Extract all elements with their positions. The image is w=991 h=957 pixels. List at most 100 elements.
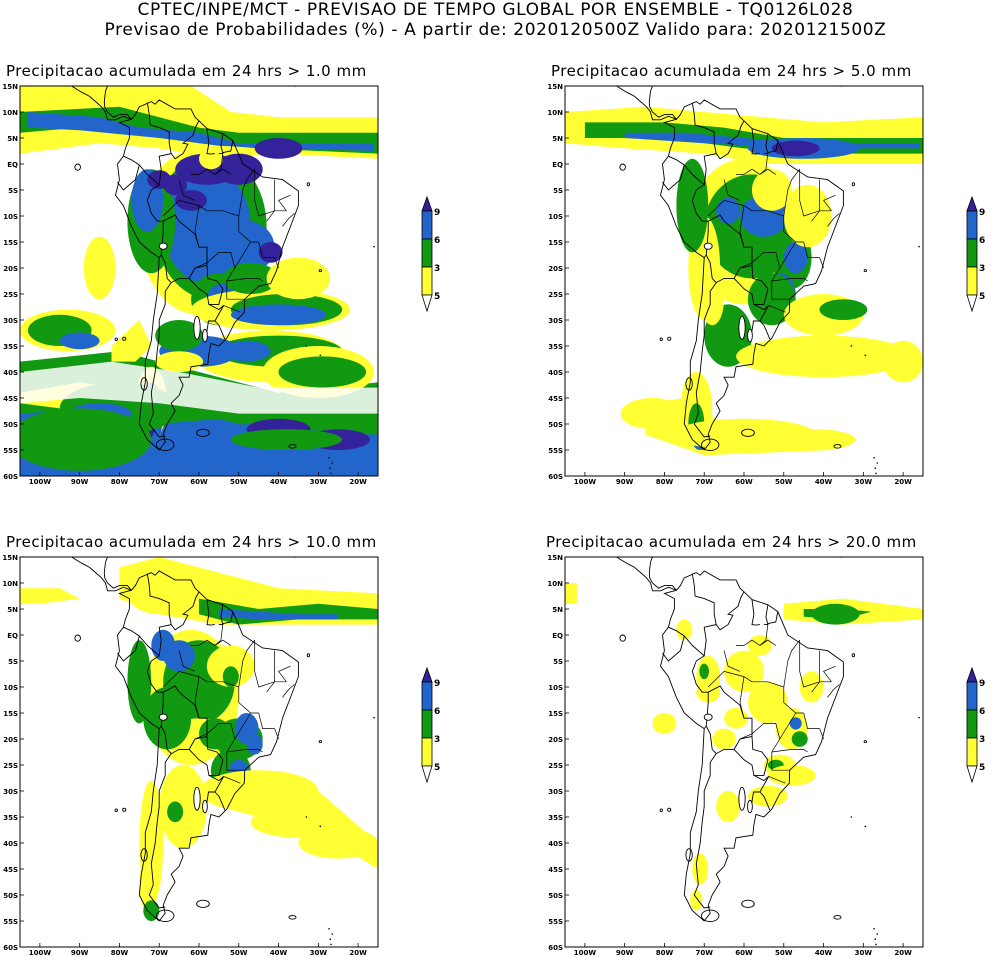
lat-tick-label: 10N: [2, 580, 18, 588]
state-border: [811, 650, 820, 693]
probability-area: [266, 257, 331, 300]
state-border: [771, 749, 808, 753]
state-border: [736, 639, 776, 646]
small-island: [873, 928, 875, 930]
state-border: [799, 640, 832, 688]
lon-tick-label: 30W: [310, 949, 328, 956]
lat-tick-label: EQ: [7, 632, 18, 640]
lat-tick-label: 25S: [3, 291, 18, 299]
state-border: [207, 681, 259, 714]
island-outline: [196, 428, 210, 437]
state-border: [278, 665, 291, 683]
state-border: [759, 152, 769, 175]
country-border: [146, 655, 164, 729]
lat-tick-label: 35S: [3, 343, 18, 351]
state-border: [803, 241, 820, 258]
panel-4-title: Precipitacao acumulada em 24 hrs > 20.0 …: [546, 533, 917, 551]
state-border: [254, 169, 287, 217]
state-border: [226, 752, 245, 771]
small-island: [331, 933, 334, 935]
central-america-coastline: [615, 557, 677, 592]
state-border: [191, 639, 231, 646]
caribbean-coastline: [648, 557, 677, 591]
colorbar-legend: 95 65 35 5: [966, 195, 985, 313]
state-border: [707, 200, 753, 217]
lon-tick-label: 90W: [616, 949, 634, 956]
lat-tick-label: 20S: [548, 265, 563, 273]
state-border: [811, 179, 820, 222]
state-border: [191, 168, 231, 175]
colorbar-segment: [421, 737, 433, 767]
island-outline: [700, 438, 720, 451]
country-border: [759, 791, 771, 811]
lat-tick-label: 20S: [548, 736, 563, 744]
state-border: [178, 179, 196, 201]
lake-outline: [193, 315, 201, 340]
probability-area: [676, 619, 693, 641]
lon-tick-label: 70W: [695, 478, 713, 485]
probability-area: [789, 717, 802, 730]
political-boundaries: [70, 557, 375, 946]
island-outline: [114, 808, 118, 812]
island-outline: [155, 909, 175, 922]
lon-tick-label: 80W: [656, 478, 674, 485]
lat-tick-label: 15S: [3, 710, 18, 718]
probability-area: [748, 785, 788, 807]
lat-tick-label: 5N: [7, 135, 18, 143]
colorbar-label: 65: [434, 236, 440, 246]
small-island: [875, 943, 877, 946]
lat-tick-label: 60S: [548, 473, 563, 481]
probability-area: [819, 299, 868, 320]
lat-tick-label: EQ: [7, 161, 18, 169]
small-island: [864, 354, 867, 357]
country-border: [205, 775, 225, 810]
country-border: [188, 736, 224, 776]
colorbar-label: 5: [434, 763, 440, 773]
state-border: [759, 623, 769, 646]
small-island: [329, 467, 332, 470]
lat-tick-label: 15N: [2, 83, 18, 91]
caribbean-coastline: [648, 86, 677, 120]
country-border: [206, 128, 215, 155]
small-island: [380, 204, 382, 206]
country-border: [733, 265, 769, 305]
island-outline: [863, 269, 867, 273]
lat-tick-label: 35S: [548, 343, 563, 351]
state-border: [194, 723, 236, 740]
island-outline: [685, 377, 693, 391]
small-island: [850, 345, 853, 347]
colorbar-top-arrow: [966, 666, 978, 683]
island-outline: [851, 182, 856, 187]
map-layer: 15N 10N 5N EQ 5S 10S 15S 20S 25S 30S 35S 40S 45S 50S 5…: [2, 83, 440, 485]
small-island: [876, 933, 879, 935]
country-border: [214, 791, 226, 811]
lat-tick-label: 15N: [2, 554, 18, 562]
figure-title-line-1: CPTEC/INPE/MCT - PREVISAO DE TEMPO GLOBA…: [137, 0, 854, 20]
island-outline: [74, 163, 81, 171]
lat-tick-label: 20S: [3, 736, 18, 744]
country-border: [162, 685, 208, 737]
lat-tick-label: 30S: [3, 317, 18, 325]
probability-area: [712, 728, 736, 750]
lake-outline: [158, 242, 168, 250]
country-border: [691, 655, 709, 729]
lon-tick-label: 50W: [230, 949, 248, 956]
state-border: [723, 179, 741, 201]
country-border: [705, 725, 753, 755]
lon-tick-label: 30W: [855, 949, 873, 956]
probability-area: [199, 770, 319, 812]
political-boundaries: [70, 86, 382, 475]
lat-tick-label: 30S: [548, 788, 563, 796]
island-outline: [288, 444, 297, 449]
state-border: [266, 179, 275, 222]
lat-tick-label: 5S: [8, 187, 18, 195]
lake-outline: [747, 799, 753, 814]
lon-tick-label: 40W: [270, 478, 288, 485]
island-outline: [685, 848, 693, 862]
country-border: [715, 120, 745, 160]
state-border: [226, 281, 245, 300]
lat-tick-label: 10N: [547, 580, 563, 588]
state-border: [162, 200, 208, 217]
island-outline: [74, 634, 81, 642]
small-island: [873, 457, 875, 459]
